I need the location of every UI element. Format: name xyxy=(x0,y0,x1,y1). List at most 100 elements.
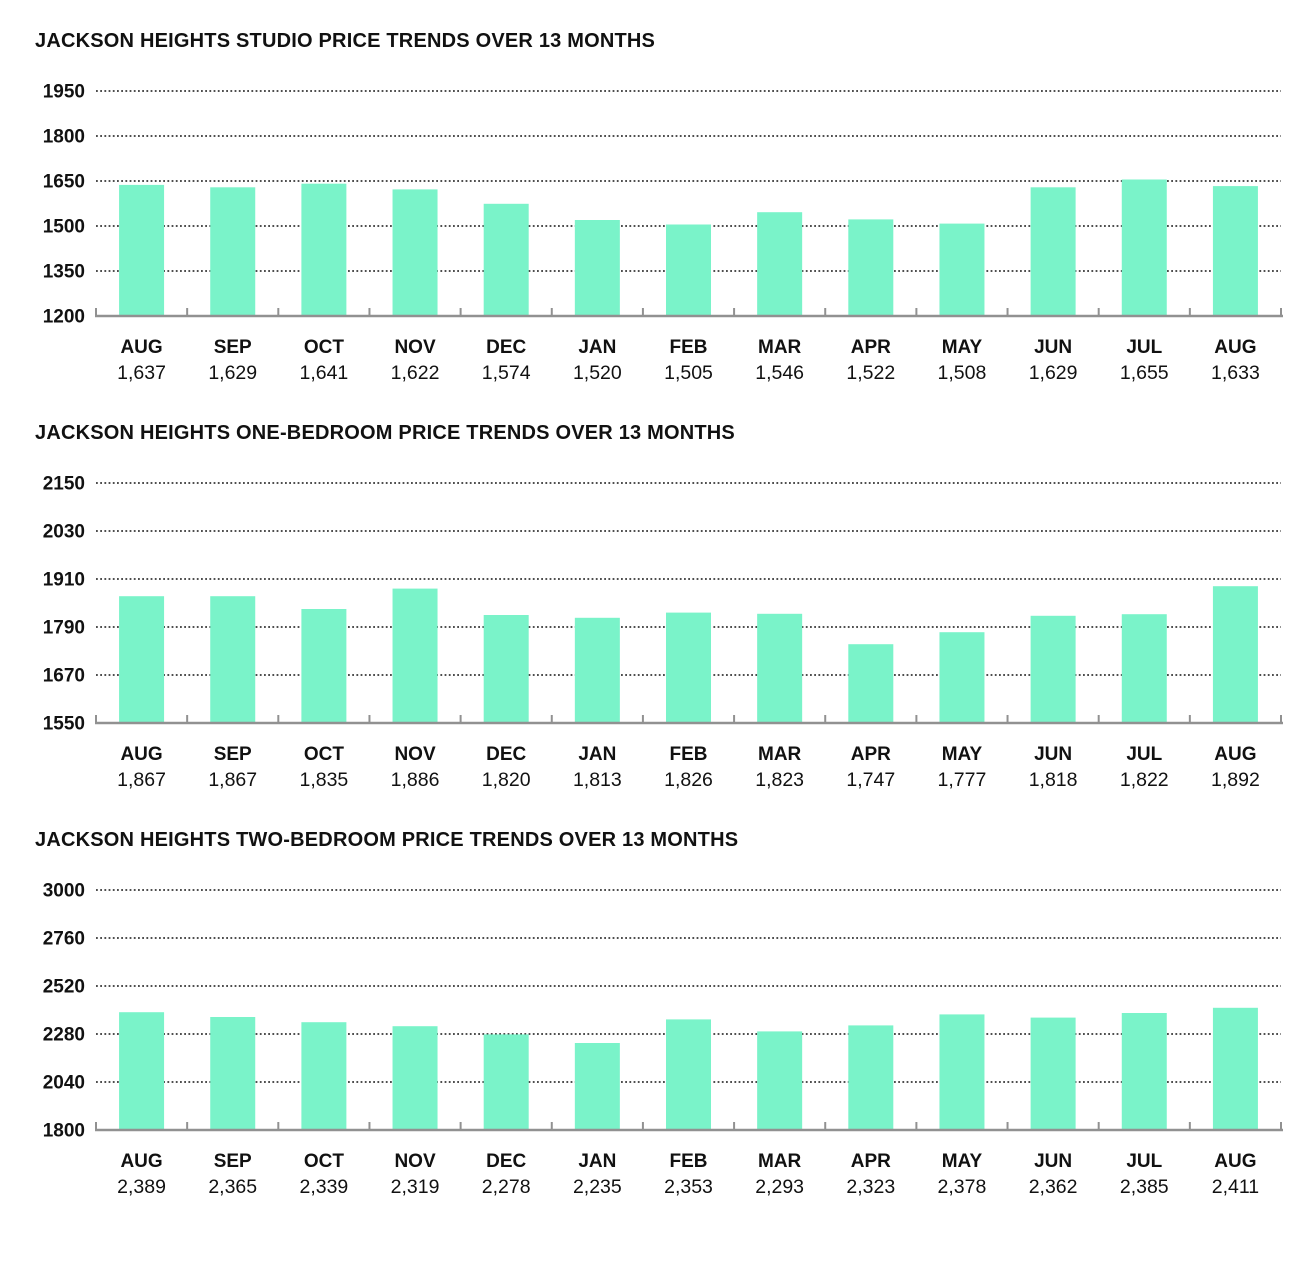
value-label: 1,835 xyxy=(299,769,348,791)
month-label: AUG xyxy=(1214,1151,1256,1172)
y-axis-tick-label: 1200 xyxy=(43,307,85,328)
bar xyxy=(1212,1007,1258,1130)
value-label: 2,411 xyxy=(1212,1176,1259,1198)
month-label: APR xyxy=(851,337,891,358)
month-label: AUG xyxy=(120,1151,162,1172)
chart-svg: 2150 2030 1910 1790 1670 1550 AUG 1,867 SEP 1,867… xyxy=(43,474,1283,791)
bar xyxy=(119,184,165,316)
y-axis-tick-label: 1350 xyxy=(43,262,85,283)
y-axis-tick-label: 1910 xyxy=(43,570,85,591)
bar xyxy=(666,612,711,723)
bar xyxy=(574,220,620,316)
bar xyxy=(939,223,985,316)
one-bedroom-price-chart: JACKSON HEIGHTS ONE-BEDROOM PRICE TRENDS… xyxy=(0,422,1308,803)
bar xyxy=(666,1019,711,1130)
bar xyxy=(119,596,165,723)
month-label: DEC xyxy=(486,744,526,765)
value-label: 1,867 xyxy=(208,769,257,791)
month-label: MAR xyxy=(758,744,802,765)
value-label: 1,777 xyxy=(938,769,987,791)
bar xyxy=(1030,187,1076,316)
value-label: 2,378 xyxy=(938,1176,987,1198)
month-label: JUN xyxy=(1034,337,1072,358)
month-label: APR xyxy=(851,1151,891,1172)
value-label: 1,522 xyxy=(846,362,895,384)
price-trends-page: JACKSON HEIGHTS STUDIO PRICE TRENDS OVER… xyxy=(0,30,1308,1210)
bar xyxy=(210,596,256,723)
month-label: JUN xyxy=(1034,744,1072,765)
value-label: 1,574 xyxy=(482,362,531,384)
y-axis-tick-label: 2150 xyxy=(43,474,85,495)
y-axis-tick-label: 2030 xyxy=(43,522,85,543)
bar xyxy=(210,187,256,316)
value-label: 1,629 xyxy=(1029,362,1078,384)
month-label: OCT xyxy=(304,337,345,358)
month-label: JAN xyxy=(578,1151,616,1172)
y-axis-tick-label: 1790 xyxy=(43,618,85,639)
month-label: JUL xyxy=(1126,1151,1162,1172)
value-label: 2,385 xyxy=(1120,1176,1169,1198)
month-label: SEP xyxy=(214,337,252,358)
value-label: 1,813 xyxy=(573,769,622,791)
bar xyxy=(757,212,803,316)
month-label: MAY xyxy=(942,1151,983,1172)
y-axis-tick-label: 3000 xyxy=(43,881,85,902)
month-label: SEP xyxy=(214,744,252,765)
bar xyxy=(757,1031,803,1130)
bar xyxy=(392,588,438,723)
two-bedroom-price-chart: JACKSON HEIGHTS TWO-BEDROOM PRICE TRENDS… xyxy=(0,829,1308,1210)
bar xyxy=(848,1025,894,1130)
month-label: MAR xyxy=(758,1151,802,1172)
value-label: 2,319 xyxy=(391,1176,440,1198)
chart-canvas-one-bedroom: 2150 2030 1910 1790 1670 1550 AUG 1,867 SEP 1,867… xyxy=(0,459,1308,803)
value-label: 2,365 xyxy=(208,1176,257,1198)
bar xyxy=(939,632,985,723)
month-label: APR xyxy=(851,744,891,765)
month-label: AUG xyxy=(120,337,162,358)
value-label: 1,629 xyxy=(208,362,257,384)
month-label: JAN xyxy=(578,744,616,765)
month-label: AUG xyxy=(1214,337,1256,358)
value-label: 1,641 xyxy=(299,362,348,384)
y-axis-tick-label: 1500 xyxy=(43,217,85,238)
month-label: SEP xyxy=(214,1151,252,1172)
bar xyxy=(1030,615,1076,723)
value-label: 2,353 xyxy=(664,1176,713,1198)
value-label: 1,823 xyxy=(755,769,804,791)
y-axis-tick-label: 1800 xyxy=(43,127,85,148)
month-label: MAY xyxy=(942,337,983,358)
month-label: OCT xyxy=(304,1151,345,1172)
y-axis-tick-label: 1800 xyxy=(43,1121,85,1142)
bar xyxy=(1212,586,1258,723)
month-label: MAR xyxy=(758,337,802,358)
studio-price-chart: JACKSON HEIGHTS STUDIO PRICE TRENDS OVER… xyxy=(0,30,1308,396)
chart-title-two-bedroom: JACKSON HEIGHTS TWO-BEDROOM PRICE TRENDS… xyxy=(35,829,739,851)
month-label: FEB xyxy=(670,337,708,358)
bar xyxy=(1121,179,1167,316)
y-axis-tick-label: 1950 xyxy=(43,82,85,103)
value-label: 1,820 xyxy=(482,769,531,791)
bar xyxy=(1121,614,1167,723)
bar xyxy=(574,617,620,723)
value-label: 1,637 xyxy=(117,362,166,384)
value-label: 1,826 xyxy=(664,769,713,791)
value-label: 1,892 xyxy=(1211,769,1260,791)
bar xyxy=(301,609,347,723)
value-label: 1,867 xyxy=(117,769,166,791)
chart-canvas-two-bedroom: 3000 2760 2520 2280 2040 1800 AUG 2,389 SEP 2,365… xyxy=(0,866,1308,1210)
value-label: 1,655 xyxy=(1120,362,1169,384)
bar xyxy=(1212,186,1258,316)
value-label: 2,235 xyxy=(573,1176,622,1198)
bar xyxy=(757,613,803,723)
bar xyxy=(666,224,711,316)
value-label: 1,505 xyxy=(664,362,713,384)
bar xyxy=(210,1017,256,1130)
month-label: NOV xyxy=(394,1151,436,1172)
month-label: OCT xyxy=(304,744,345,765)
chart-title-one-bedroom: JACKSON HEIGHTS ONE-BEDROOM PRICE TRENDS… xyxy=(35,422,735,444)
bar xyxy=(848,644,894,723)
month-label: JUL xyxy=(1126,744,1162,765)
bar xyxy=(301,183,347,316)
bar xyxy=(939,1014,985,1130)
bar xyxy=(1121,1013,1167,1130)
